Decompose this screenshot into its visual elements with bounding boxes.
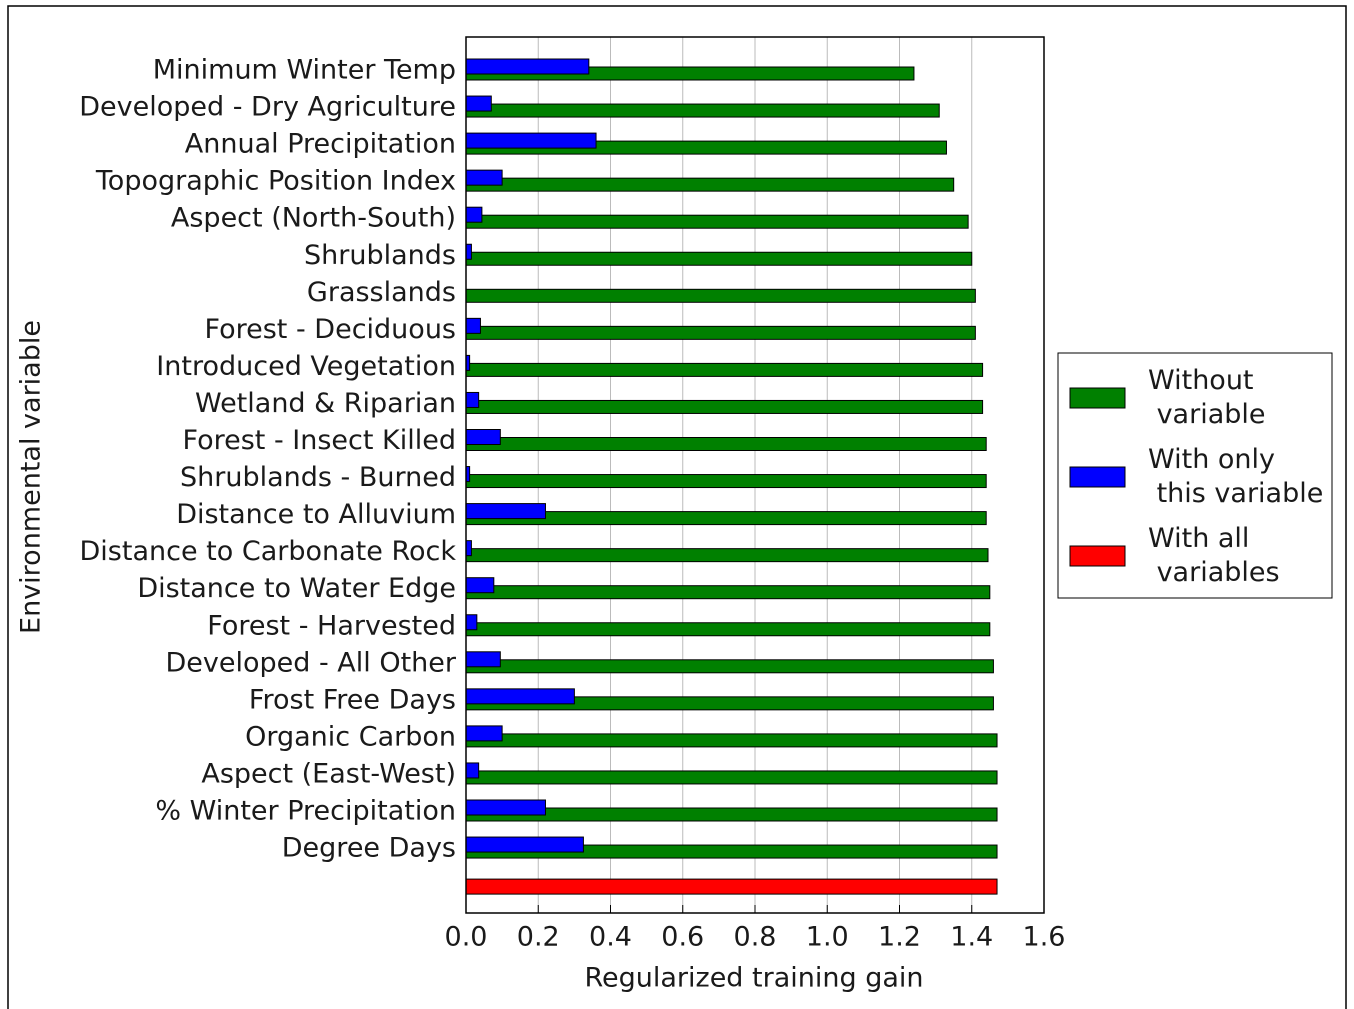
legend-label: Without variable <box>1148 365 1266 430</box>
bar <box>465 836 584 853</box>
bar <box>465 251 973 266</box>
bar <box>465 399 984 414</box>
bar <box>465 651 501 668</box>
bar <box>465 762 480 779</box>
x-axis-label: Regularized training gain <box>584 963 923 994</box>
bar <box>465 317 481 334</box>
bar <box>465 733 998 748</box>
bar <box>465 688 575 705</box>
y-tick-label: Shrublands - Burned <box>180 462 456 493</box>
y-tick-label: Forest - Insect Killed <box>183 425 457 456</box>
x-tick-label: 0.8 <box>734 922 777 953</box>
bar <box>465 540 472 557</box>
y-tick-label: Aspect (East-West) <box>201 758 456 789</box>
x-tick-label: 0.2 <box>517 922 560 953</box>
bar <box>465 548 989 563</box>
y-tick-label: Grasslands <box>307 277 456 308</box>
bar <box>465 503 546 520</box>
y-tick-label: Organic Carbon <box>245 721 456 752</box>
x-tick-label: 0.0 <box>445 922 488 953</box>
bar <box>465 132 597 149</box>
y-tick-label: Introduced Vegetation <box>156 351 456 382</box>
bar <box>465 214 969 229</box>
y-tick-label: Minimum Winter Temp <box>153 55 456 86</box>
y-tick-label: Topographic Position Index <box>95 166 456 197</box>
frame <box>7 5 1347 1009</box>
y-tick-label: % Winter Precipitation <box>155 796 456 827</box>
x-tick-label: 1.6 <box>1023 922 1066 953</box>
bar <box>465 177 955 192</box>
bar <box>465 391 480 408</box>
bar <box>465 659 994 674</box>
x-tick-label: 1.0 <box>806 922 849 953</box>
y-tick-label: Distance to Alluvium <box>176 499 456 530</box>
y-tick-label: Developed - All Other <box>165 647 456 678</box>
x-tick-label: 1.2 <box>878 922 921 953</box>
y-tick-label: Distance to Carbonate Rock <box>80 536 457 567</box>
bar <box>465 878 998 895</box>
y-tick-label: Degree Days <box>282 833 456 864</box>
bar <box>465 585 991 600</box>
y-tick-label: Wetland & Riparian <box>195 388 456 419</box>
bar <box>465 169 503 186</box>
bar <box>465 103 940 118</box>
y-tick-label: Forest - Deciduous <box>205 314 456 345</box>
bar <box>465 614 478 631</box>
legend-label: With only this variable <box>1148 444 1323 509</box>
bar <box>465 325 976 340</box>
bar <box>465 799 546 816</box>
y-tick-label: Forest - Harvested <box>207 610 456 641</box>
bar <box>465 206 483 223</box>
bar <box>465 725 503 742</box>
bar <box>465 362 984 377</box>
bar <box>465 429 501 445</box>
bar <box>465 474 987 489</box>
legend-swatch <box>1069 466 1126 488</box>
y-tick-label: Annual Precipitation <box>185 129 456 160</box>
bar <box>465 437 987 451</box>
bar <box>465 58 590 75</box>
bar <box>465 95 492 112</box>
bar <box>465 288 976 303</box>
x-tick-label: 0.4 <box>589 922 632 953</box>
legend-swatch <box>1069 545 1126 567</box>
y-tick-label: Aspect (North-South) <box>171 203 456 234</box>
y-tick-label: Shrublands <box>304 240 456 271</box>
y-axis-label: Environmental variable <box>16 320 47 634</box>
y-tick-label: Developed - Dry Agriculture <box>79 92 456 123</box>
x-tick-label: 0.6 <box>661 922 704 953</box>
y-tick-label: Frost Free Days <box>249 684 456 715</box>
x-tick-label: 1.4 <box>950 922 993 953</box>
bar <box>465 770 998 785</box>
bar <box>465 243 472 260</box>
legend-label: With all variables <box>1148 523 1280 588</box>
legend-swatch <box>1069 387 1126 409</box>
y-tick-label: Distance to Water Edge <box>137 573 456 604</box>
bar <box>465 622 991 637</box>
plot-frame <box>465 36 1045 914</box>
bar <box>465 577 495 594</box>
